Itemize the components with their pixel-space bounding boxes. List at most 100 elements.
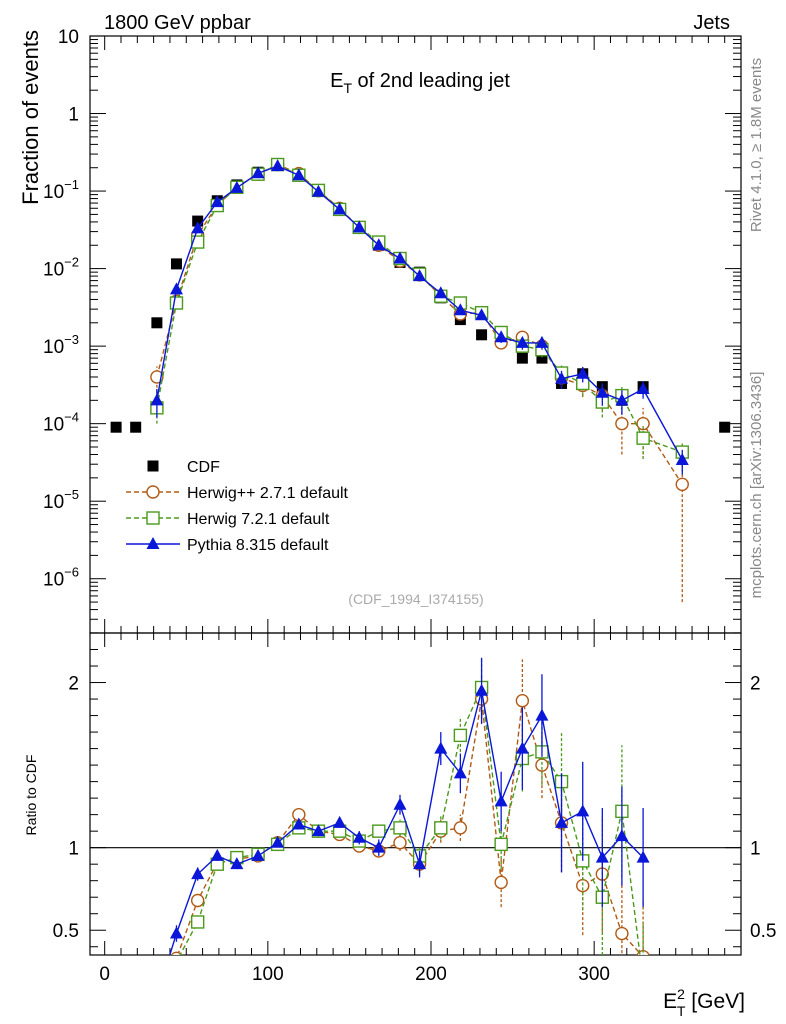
y-tick-label: 10−1 [43, 177, 79, 203]
pythia-8-315-default-ratio-point [475, 683, 489, 696]
legend-label-herwig-2-7-1-default: Herwig++ 2.7.1 default [187, 485, 349, 502]
header-right: Jets [693, 12, 730, 34]
x-tick-label: 300 [578, 964, 610, 985]
pythia-8-315-default-ratio-point [535, 708, 549, 721]
pythia-8-315-default-ratio-point [292, 817, 306, 830]
pythia-8-315-default-ratio-point [636, 850, 650, 863]
herwig-2-7-1-default-ratio-point [615, 926, 629, 941]
y-tick-base: 10 [43, 337, 64, 358]
pythia-8-315-default-point [271, 159, 285, 172]
y-tick-base: 10 [43, 260, 64, 281]
y-tick-label: 10−6 [43, 565, 79, 591]
pythia-8-315-default-point [636, 381, 650, 394]
pythia-8-315-default-point [535, 335, 549, 348]
herwig-2-7-1-default-line [156, 163, 683, 485]
cdf-point [151, 317, 163, 329]
herwig-7-2-1-default-ratio-point [434, 821, 448, 835]
xlabel-unit: [GeV] [685, 990, 745, 1013]
pythia-8-315-default-ratio-point [210, 848, 224, 861]
pythia-8-315-default-ratio-point [230, 857, 244, 870]
cdf-point [130, 421, 142, 433]
pythia-8-315-default-ratio-point [576, 804, 590, 817]
legend-label-cdf: CDF [187, 459, 220, 476]
pythia-8-315-default-point [475, 308, 489, 321]
herwig-2-7-1-default-ratio-point [494, 875, 508, 890]
mcplots-label: mcplots.cern.ch [arXiv:1306.3436] [748, 372, 765, 599]
main-data [110, 157, 731, 603]
y-tick-base: 10 [43, 492, 64, 513]
pythia-8-315-default-ratio-point [393, 797, 407, 810]
legend-marker-herwig-7-2-1-default [146, 511, 160, 525]
pythia-8-315-default-point [333, 202, 347, 215]
ratio-tick-label-right: 2 [750, 674, 761, 695]
pythia-8-315-default-ratio-point [494, 794, 508, 807]
herwig-2-7-1-default-point [636, 416, 650, 431]
pythia-8-315-default-ratio-point [352, 830, 366, 843]
pythia-8-315-default-point [434, 286, 448, 299]
pythia-8-315-default-ratio-point [615, 829, 629, 842]
pythia-8-315-default-point [494, 330, 508, 343]
cdf-point [192, 215, 204, 227]
x-tick-label: 0 [99, 964, 110, 985]
cdf-point [170, 258, 182, 270]
xlabel-sub: T [677, 1003, 686, 1019]
legend-marker-herwig-2-7-1-default [146, 485, 160, 499]
herwig-7-2-1-default-line [156, 163, 683, 453]
pythia-8-315-default-point [595, 385, 609, 398]
pythia-8-315-default-ratio-point [150, 989, 163, 1001]
pythia-8-315-default-point [453, 303, 467, 316]
y-tick-label: 10−2 [43, 255, 79, 281]
xlabel-main: E [663, 990, 677, 1013]
watermark: (CDF_1994_I374155) [348, 591, 483, 607]
xlabel-sup: 2 [677, 986, 685, 1002]
legend: CDF Herwig++ 2.7.1 default Herwig 7.2.1 de… [126, 459, 349, 554]
y-tick-exp: −3 [64, 332, 79, 347]
y-tick-exp: −6 [64, 565, 79, 580]
pythia-8-315-default-line [156, 165, 683, 461]
ratio-data [150, 657, 650, 1001]
pythia-8-315-default-point [615, 393, 629, 406]
pythia-8-315-default-ratio-point [555, 815, 569, 828]
plot-title: ET of 2nd leading jet [330, 70, 510, 96]
herwig-7-2-1-default-point [636, 431, 650, 445]
pythia-8-315-default-point [191, 221, 205, 234]
pythia-8-315-default-ratio-point [372, 840, 386, 853]
herwig-7-2-1-default-point [169, 296, 184, 310]
pythia-8-315-default-ratio-point [515, 741, 529, 754]
herwig-7-2-1-default-ratio-point [637, 974, 649, 986]
herwig-2-7-1-default-ratio-point [190, 893, 205, 908]
herwig-2-7-1-default-ratio-point [393, 836, 407, 850]
title-sub: T [343, 80, 352, 96]
ratio-tick-label-left: 2 [68, 674, 79, 695]
herwig-7-2-1-default-ratio-point [169, 954, 184, 955]
pythia-8-315-default-point [576, 366, 590, 379]
ratio-tick-label-left: 1 [68, 839, 79, 860]
pythia-8-315-default-point [292, 168, 306, 181]
y-tick-exp: −1 [64, 177, 79, 192]
herwig-2-7-1-default-ratio-point [515, 694, 530, 708]
pythia-8-315-default-ratio-point [333, 815, 347, 828]
x-axis-label: E2 T [GeV] [663, 986, 745, 1019]
y-tick-label: 10−5 [43, 487, 79, 513]
pythia-8-315-default-point [352, 220, 366, 233]
x-tick-label: 200 [415, 964, 447, 985]
legend-label-pythia-8-315-default: Pythia 8.315 default [187, 537, 329, 554]
y-tick-base: 10 [43, 415, 64, 436]
ratio-axis-label: Ratio to CDF [23, 755, 39, 836]
pythia-8-315-default-ratio-point [311, 824, 325, 837]
y-axis-label: Fraction of events [18, 30, 43, 205]
y-tick-label: 10−4 [43, 410, 79, 436]
header-left: 1800 GeV ppbar [104, 12, 251, 34]
herwig-7-2-1-default-ratio-point [372, 824, 386, 838]
herwig-2-7-1-default-ratio-point [151, 974, 163, 986]
pythia-8-315-default-point [555, 371, 569, 384]
pythia-8-315-default-point [393, 251, 407, 264]
y-tick-base: 10 [43, 570, 64, 591]
y-tick-base: 10 [43, 182, 64, 203]
y-tick-label: 10−3 [43, 332, 79, 358]
pythia-8-315-default-ratio-point [271, 835, 285, 848]
ratio-frame [89, 632, 742, 956]
pythia-8-315-default-point [169, 282, 183, 295]
title-rest: of 2nd leading jet [352, 70, 510, 92]
